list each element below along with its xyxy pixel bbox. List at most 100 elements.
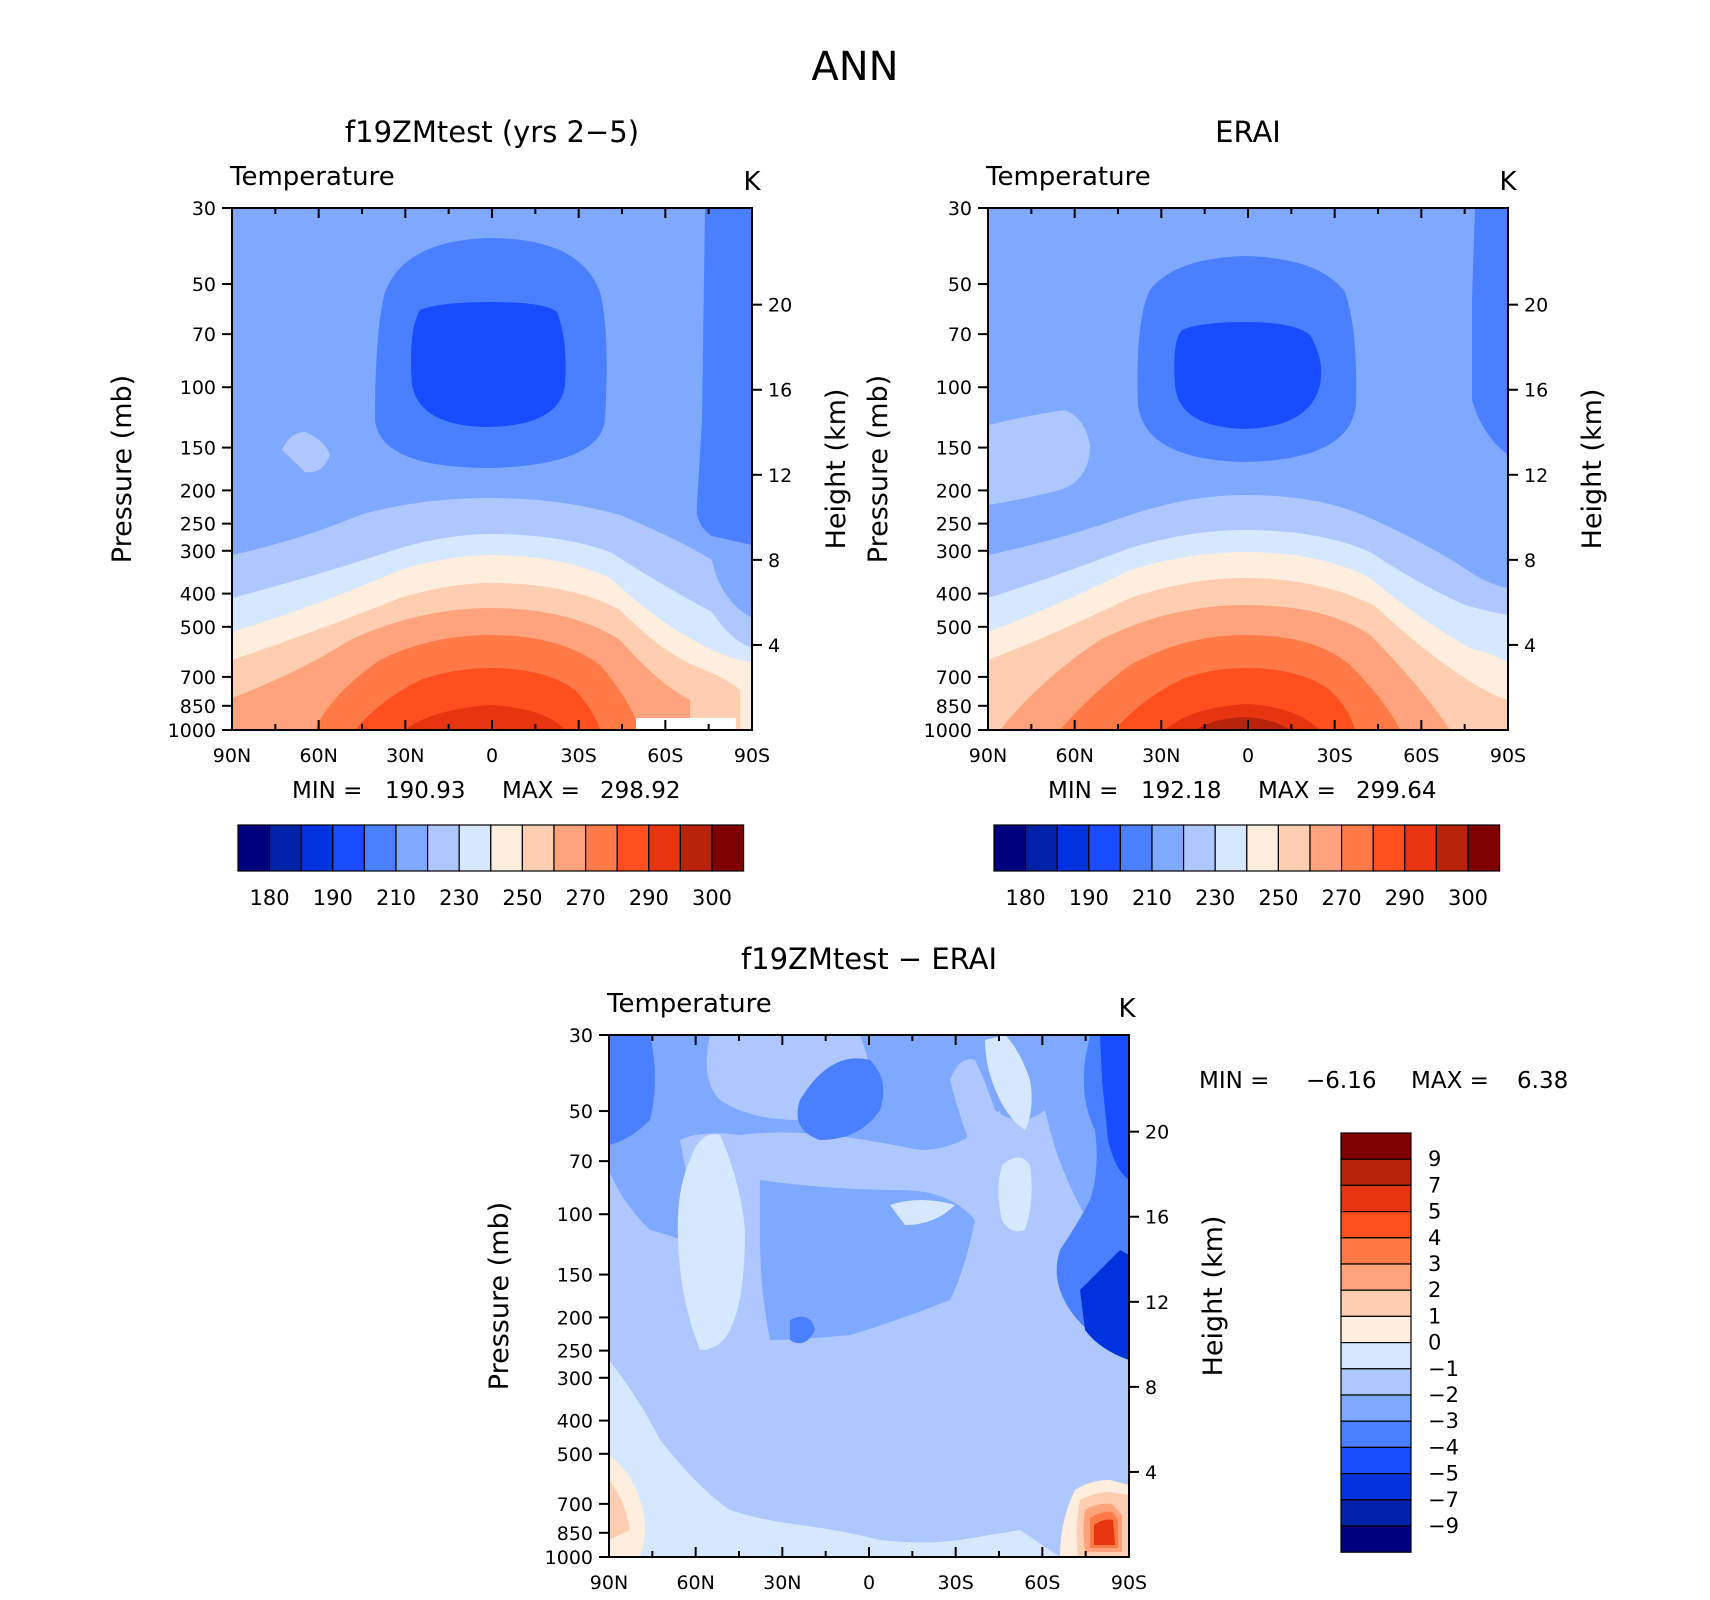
y-tick-label-right: 20 [768,295,792,317]
colorbar-label: −2 [1428,1383,1459,1407]
y-tick-label: 100 [180,377,216,399]
colorbar-box [1340,1525,1412,1553]
contour-band-230-blob [988,410,1090,505]
y-axis-label: Pressure (mb) [484,1202,515,1390]
x-tick-label: 60N [676,1572,714,1594]
y-tick-label: 100 [557,1204,593,1226]
colorbar: 180 190 210 230 250 270 290 300 [993,824,1501,910]
y-tick-label: 150 [936,438,972,460]
contour-band-minus1-blob [998,1157,1032,1232]
y-axis-label-right: Height (km) [821,389,852,550]
y-tick-label-right: 20 [1524,295,1548,317]
colorbar-box [1340,1499,1412,1527]
y-tick-label: 50 [569,1101,593,1123]
y-axis-label-right: Height (km) [1198,1216,1229,1377]
y-tick-label: 200 [936,480,972,502]
max-value: 299.64 [1356,778,1436,804]
colorbar-label: 180 [1006,886,1046,910]
colorbar-box [1340,1368,1412,1396]
colorbar-label: 290 [629,886,669,910]
colorbar-box [269,824,302,872]
y-tick-label: 700 [936,667,972,689]
y-axis-label: Pressure (mb) [107,375,138,563]
y-tick-label: 700 [180,667,216,689]
colorbar-label: 270 [566,886,606,910]
y-tick-label: 300 [180,541,216,563]
colorbar-label: 1 [1428,1304,1441,1328]
contour-band-5-right [1094,1519,1115,1545]
x-tick-label: 0 [1242,745,1254,767]
contour-fill [232,208,752,730]
colorbar-label: −3 [1428,1409,1459,1433]
y-tick-label: 850 [936,696,972,718]
erai-temperature-panel: ERAI Temperature K 90N 60N 30N 0 30S 60S 90S 30… [863,115,1608,910]
x-tick-label: 90N [213,745,251,767]
y-tick-label: 1000 [545,1547,593,1569]
y-tick-label: 400 [936,584,972,606]
contour-band-minus1-topright [985,1035,1032,1130]
x-tick-label: 60S [1024,1572,1060,1594]
y-tick-label: 70 [192,324,216,346]
colorbar-label: 3 [1428,1252,1441,1276]
colorbar-label: 300 [1448,886,1488,910]
panel-title: f19ZMtest − ERAI [741,942,997,976]
y-tick-label-right: 12 [1145,1292,1169,1314]
colorbar-label: 190 [1069,886,1109,910]
colorbar-box [1246,824,1280,872]
colorbar-label: 230 [1195,886,1235,910]
contour-band-295 [405,705,565,730]
colorbar-label: −5 [1428,1462,1459,1486]
colorbar-box [1340,1158,1412,1186]
colorbar-label: 250 [502,886,542,910]
y-tick-label-right: 8 [1524,550,1536,572]
contour-band-210-polar [1472,208,1508,455]
y-tick-label: 400 [557,1411,593,1433]
colorbar: 180 190 210 230 250 270 290 300 [237,824,745,910]
colorbar-box [1340,1289,1412,1317]
contour-band-230-blob [282,432,330,473]
contour-band-minus4-top [797,1058,884,1140]
colorbar-label: −4 [1428,1435,1459,1459]
colorbar-label: 290 [1385,886,1425,910]
max-value: 298.92 [600,778,680,804]
y-tick-label: 200 [557,1307,593,1329]
units-label: K [743,167,761,197]
colorbar-box [521,824,555,872]
colorbar-box [1340,1237,1412,1265]
y-tick-label-right: 16 [1145,1207,1169,1229]
panel-title: ERAI [1215,115,1281,149]
colorbar-box [1467,824,1501,872]
colorbar-label: −1 [1428,1357,1459,1381]
y-tick-label-right: 4 [1524,635,1536,657]
y-tick-label: 70 [569,1151,593,1173]
colorbar-box [553,824,587,872]
x-tick-label: 0 [486,745,498,767]
colorbar-box [1340,1420,1412,1448]
colorbar-box [1088,824,1122,872]
colorbar-label: 7 [1428,1173,1441,1197]
colorbar-label: 4 [1428,1226,1441,1250]
colorbar-box [1340,1184,1412,1213]
x-tick-label: 90N [590,1572,628,1594]
colorbar-box [1340,1472,1412,1501]
y-tick-label-right: 4 [1145,1462,1157,1484]
colorbar-box [1056,824,1090,872]
contour-band-minus5-topright [1100,1035,1129,1180]
y-tick-label: 150 [180,438,216,460]
colorbar-label: 270 [1322,886,1362,910]
colorbar-box [1340,1341,1412,1370]
y-tick-label: 100 [936,377,972,399]
colorbar-box [1340,1446,1412,1475]
min-value: −6.16 [1306,1068,1376,1094]
contour-band-1-left [609,1480,630,1540]
axes: 90N 60N 30N 0 30S 60S 90S 30 50 70 100 150 200 250 300… [545,1025,1170,1594]
colorbar-box [458,824,492,872]
y-tick-label: 850 [180,696,216,718]
y-tick-label: 50 [192,274,216,296]
colorbar-label: 2 [1428,1278,1441,1302]
colorbar-label: 5 [1428,1200,1441,1224]
colorbar-box [1214,824,1248,872]
contour-fill [988,208,1508,730]
max-value: 6.38 [1517,1068,1568,1094]
